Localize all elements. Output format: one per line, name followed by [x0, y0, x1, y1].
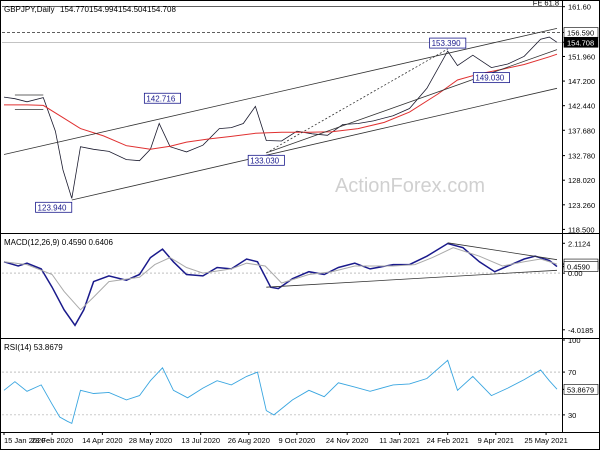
price-label-box	[247, 154, 285, 166]
y-tick-label: 147.200	[568, 77, 595, 86]
price-label-box	[429, 37, 467, 49]
y-tick-label: 70	[568, 368, 576, 377]
panel-2: RSI(14) 53.8679 100 70 53.8679 30	[2, 336, 599, 425]
y-tick-label: 100	[568, 336, 581, 345]
x-tick-label: 28 Feb 2020	[31, 436, 73, 445]
y-tick-label: 137.680	[568, 126, 595, 135]
y-tick-label: 132.780	[568, 152, 595, 161]
series-trend	[266, 269, 558, 288]
watermark: ActionForex.com	[335, 175, 485, 197]
x-tick-label: 28 May 2020	[129, 436, 172, 445]
series-price	[3, 36, 558, 199]
panel-title: MACD(12,26,9) 0.4590 0.6406	[4, 238, 114, 247]
price-label-box	[143, 92, 181, 104]
fe-label: FE 61.8	[533, 0, 559, 8]
y-tick-label: 151.960	[568, 52, 595, 61]
ohlc-value: 154.770	[60, 5, 89, 14]
x-tick-label: 11 Jan 2021	[379, 436, 420, 445]
ohlc-value: 154.504	[118, 5, 147, 14]
y-tick-label: 156.590	[567, 29, 594, 38]
x-tick-label: 9 Oct 2020	[279, 436, 316, 445]
y-tick-label: 154.708	[567, 38, 594, 47]
series-signal	[3, 247, 558, 311]
series-ma	[4, 53, 558, 150]
y-tick-label: 123.260	[568, 201, 595, 210]
y-tick-label: 0.00	[568, 269, 583, 278]
x-tick-label: 24 Feb 2021	[427, 436, 469, 445]
price-tag	[563, 261, 599, 272]
y-tick-label: 118.500	[568, 225, 595, 234]
series-mid-channel	[266, 49, 558, 154]
x-tick-label: 13 Jul 2020	[181, 436, 220, 445]
price-label: 123.940	[38, 203, 67, 212]
ohlc-value: 154.708	[147, 5, 176, 14]
price-label: 153.390	[432, 39, 461, 48]
y-tick-label: 30	[568, 411, 576, 420]
y-tick-label: 0.4590	[567, 263, 590, 272]
price-label-box	[472, 72, 510, 84]
series-macd	[3, 242, 558, 327]
y-tick-label: 128.020	[568, 176, 595, 185]
y-tick-label: 53.8679	[567, 385, 594, 394]
series-dotted	[266, 48, 448, 154]
x-tick-label: 14 Apr 2020	[82, 436, 122, 445]
series-rsi	[3, 359, 558, 425]
panel-title: GBPJPY,Daily	[4, 5, 55, 14]
y-tick-label: 142.440	[568, 102, 595, 111]
price-tag	[563, 384, 599, 395]
price-label: 133.030	[250, 156, 279, 165]
panel-1: MACD(12,26,9) 0.4590 0.64062.11240.64060…	[2, 238, 599, 335]
series-channel-top	[3, 28, 558, 155]
series-channel-bottom	[71, 87, 558, 201]
panel-0: GBPJPY,Daily 154.770 154.994 154.504 154.708…	[2, 0, 599, 234]
y-tick-label: 2.1124	[568, 239, 590, 248]
x-tick-label: 9 Apr 2021	[478, 436, 514, 445]
price-label: 149.030	[475, 74, 504, 83]
x-tick-label: 25 May 2021	[524, 436, 567, 445]
series-trend	[447, 242, 558, 261]
y-tick-label: -4.0185	[568, 326, 593, 335]
price-label: 142.716	[146, 94, 175, 103]
x-tick-label: 24 Nov 2020	[326, 436, 369, 445]
price-tag	[563, 36, 599, 48]
x-tick-label: 15 Jan 2020	[4, 436, 45, 445]
price-label-box	[35, 201, 73, 213]
x-tick-label: 26 Aug 2020	[228, 436, 270, 445]
y-tick-label: 161.60	[568, 3, 591, 12]
panel-title: RSI(14) 53.8679	[4, 343, 63, 352]
ohlc-value: 154.994	[89, 5, 118, 14]
